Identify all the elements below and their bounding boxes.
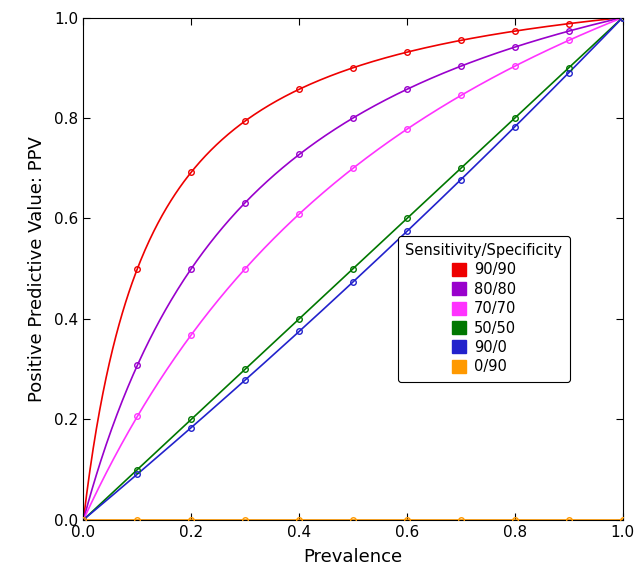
Legend: 90/90, 80/80, 70/70, 50/50, 90/0, 0/90: 90/90, 80/80, 70/70, 50/50, 90/0, 0/90 bbox=[398, 236, 569, 381]
Y-axis label: Positive Predictive Value: PPV: Positive Predictive Value: PPV bbox=[28, 135, 46, 402]
X-axis label: Prevalence: Prevalence bbox=[304, 548, 403, 566]
